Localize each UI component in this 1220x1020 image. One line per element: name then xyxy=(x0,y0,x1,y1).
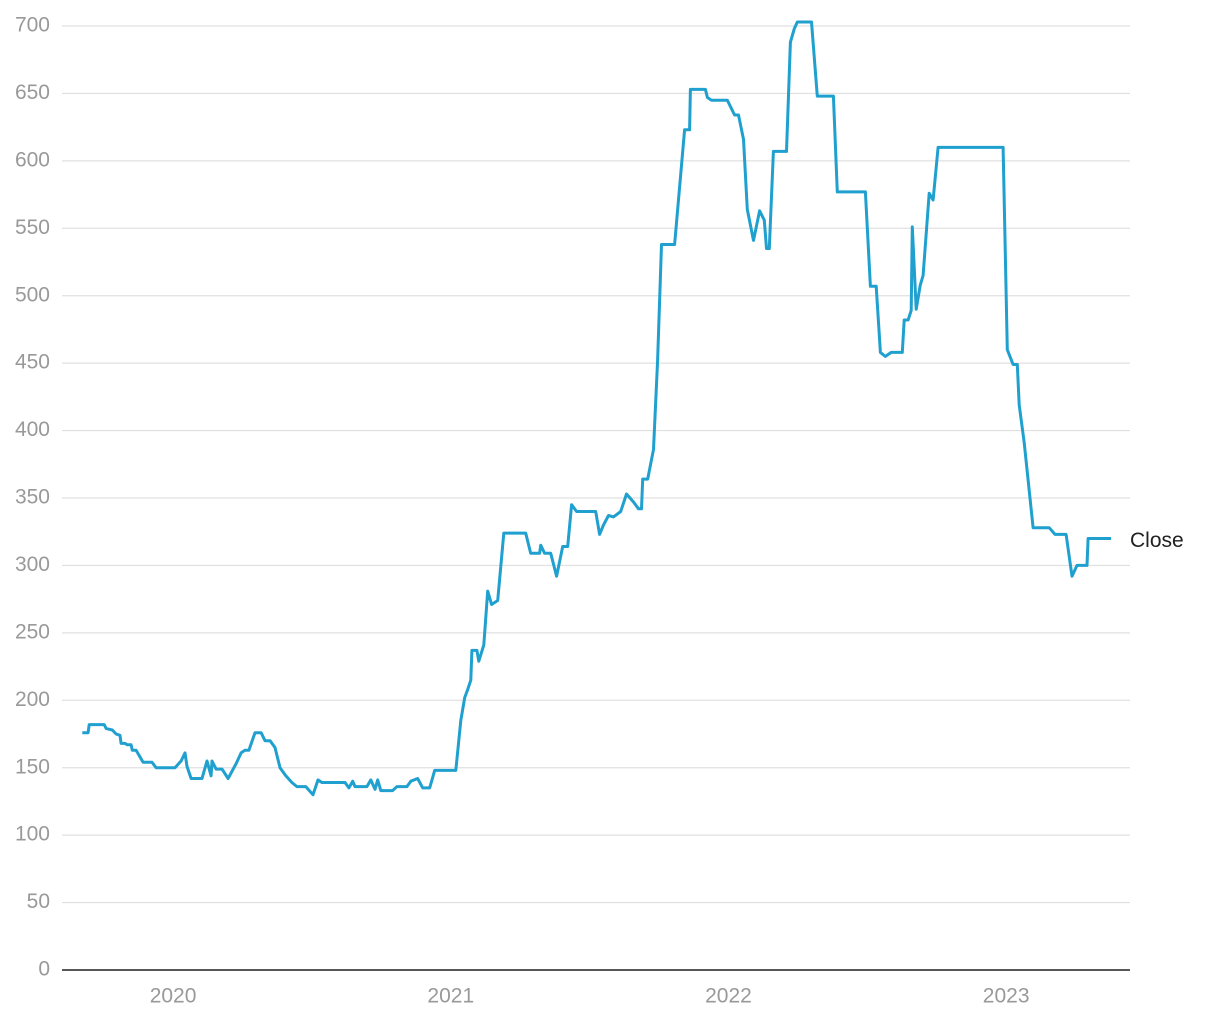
x-tick-label: 2020 xyxy=(150,985,197,1008)
y-tick-label: 550 xyxy=(15,216,50,239)
y-tick-label: 0 xyxy=(38,958,50,981)
y-tick-label: 350 xyxy=(15,486,50,509)
y-tick-label: 400 xyxy=(15,418,50,441)
y-tick-label: 150 xyxy=(15,755,50,778)
y-tick-label: 200 xyxy=(15,688,50,711)
x-tick-label: 2021 xyxy=(427,985,474,1008)
y-tick-label: 450 xyxy=(15,351,50,374)
y-tick-label: 600 xyxy=(15,148,50,171)
y-tick-label: 700 xyxy=(15,14,50,37)
series-label: Close xyxy=(1130,529,1184,552)
y-tick-label: 500 xyxy=(15,283,50,306)
y-tick-label: 300 xyxy=(15,553,50,576)
y-tick-label: 650 xyxy=(15,81,50,104)
x-tick-label: 2023 xyxy=(983,985,1030,1008)
y-tick-label: 100 xyxy=(15,823,50,846)
x-tick-label: 2022 xyxy=(705,985,752,1008)
y-tick-label: 50 xyxy=(27,890,50,913)
line xyxy=(82,20,1112,797)
y-tick-label: 250 xyxy=(15,620,50,643)
